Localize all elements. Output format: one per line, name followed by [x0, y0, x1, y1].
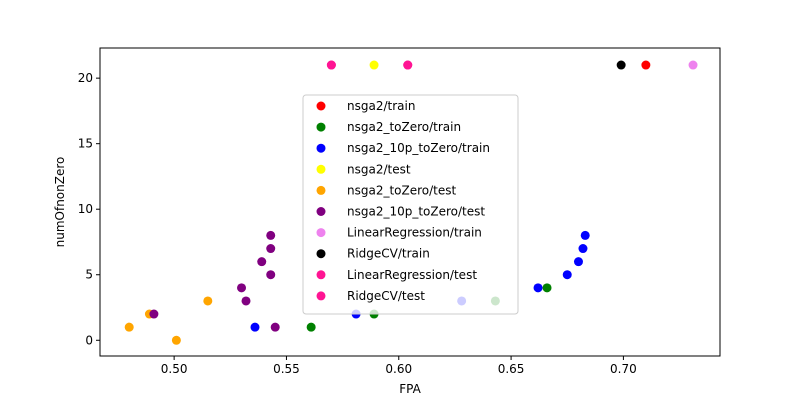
data-point	[237, 283, 247, 293]
data-point	[266, 244, 276, 254]
y-axis-label: numOfnonZero	[53, 157, 67, 248]
legend-marker	[316, 185, 326, 195]
legend-label: nsga2_toZero/train	[347, 120, 461, 134]
axes: 0.50 0.55 0.60 0.65 0.70 0 5 10 15 20	[78, 47, 721, 376]
data-point	[266, 270, 276, 280]
data-point	[562, 270, 572, 280]
legend-label: RidgeCV/test	[347, 289, 425, 303]
data-point	[124, 322, 134, 332]
x-tick-label: 0.55	[273, 362, 300, 376]
legend-label: LinearRegression/test	[347, 268, 477, 282]
legend-marker	[316, 122, 326, 132]
data-point	[149, 309, 159, 319]
data-point	[171, 335, 181, 345]
data-point	[266, 230, 276, 240]
data-point	[403, 60, 413, 70]
legend-marker	[316, 291, 326, 301]
data-point	[257, 257, 267, 267]
legend-marker	[316, 228, 326, 238]
data-point	[241, 296, 251, 306]
legend-marker	[316, 249, 326, 259]
data-point	[270, 322, 280, 332]
data-point	[616, 60, 626, 70]
legend-label: nsga2_toZero/test	[347, 183, 457, 197]
legend-label: nsga2_10p_toZero/test	[347, 205, 485, 219]
data-point	[542, 283, 552, 293]
legend-box	[302, 94, 519, 315]
y-tick-label: 0	[85, 333, 93, 347]
y-tick-label: 5	[85, 268, 93, 282]
x-axis-label: FPA	[399, 382, 421, 396]
data-point	[369, 60, 379, 70]
y-tick-label: 10	[78, 202, 93, 216]
data-point	[578, 244, 588, 254]
legend-marker	[316, 207, 326, 216]
legend-label: nsga2/test	[347, 162, 411, 176]
data-point	[203, 296, 213, 306]
legend-label: nsga2/train	[347, 99, 415, 113]
data-point	[641, 60, 651, 70]
x-tick-label: 0.65	[498, 362, 525, 376]
data-point	[250, 322, 260, 332]
plot-frame	[99, 47, 721, 357]
x-tick-label: 0.60	[385, 362, 412, 376]
data-point	[533, 283, 543, 293]
legend-marker	[316, 101, 326, 111]
legend-label: RidgeCV/train	[347, 247, 430, 261]
x-tick-label: 0.50	[161, 362, 188, 376]
y-tick-label: 20	[78, 71, 93, 85]
y-tick-label: 15	[78, 137, 93, 151]
legend-marker	[316, 270, 326, 280]
data-point	[573, 257, 583, 267]
legend-marker	[316, 143, 326, 153]
data-point	[688, 60, 698, 70]
data-point	[580, 230, 590, 240]
data-point	[306, 322, 316, 332]
data-point	[326, 60, 336, 70]
legend-label: nsga2_10p_toZero/train	[347, 141, 490, 155]
x-tick-label: 0.70	[610, 362, 637, 376]
legend-label: LinearRegression/train	[347, 226, 482, 240]
legend-marker	[316, 164, 326, 174]
legend: nsga2/train nsga2_toZero/train nsga2_10p_t…	[302, 94, 519, 315]
